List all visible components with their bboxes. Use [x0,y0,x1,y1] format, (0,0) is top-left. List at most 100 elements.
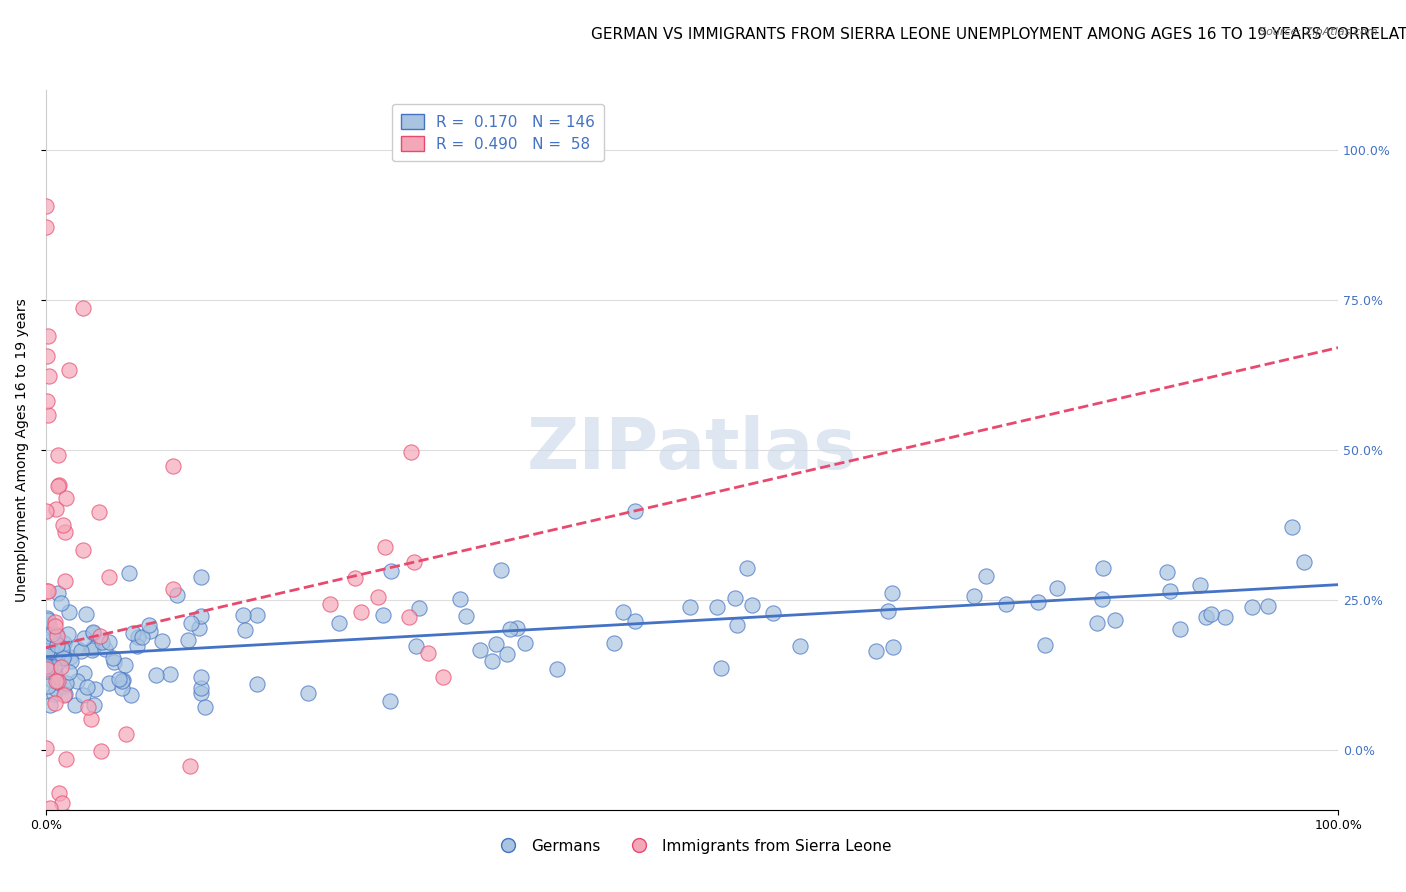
Point [39,643,62,657]
Point [162,582,184,597]
Point [46,448,69,462]
Point [80,712,103,726]
Point [35,583,58,598]
Point [882,640,904,654]
Point [481,654,503,668]
Point [125,640,148,654]
Point [1240,599,1263,614]
Point [1091,592,1114,607]
Point [865,644,887,658]
Point [877,604,900,618]
Point [58,363,80,377]
Point [90,635,112,649]
Point [456,608,478,623]
Point [45,629,67,643]
Point [37,408,59,422]
Point [45,674,67,689]
Text: ZIPatlas: ZIPatlas [527,415,858,484]
Point [70,644,93,658]
Point [44,696,66,710]
Point [246,677,269,691]
Point [194,699,217,714]
Point [789,639,811,653]
Point [59,649,82,664]
Point [90,743,112,757]
Point [1159,583,1181,598]
Point [432,670,454,684]
Point [66,674,89,689]
Point [35,610,58,624]
Point [485,637,508,651]
Point [761,606,783,620]
Point [45,628,67,642]
Point [52,651,75,665]
Point [995,598,1018,612]
Point [624,504,647,518]
Point [114,657,136,672]
Point [328,615,350,630]
Point [53,688,76,702]
Point [46,627,69,641]
Point [55,752,77,766]
Point [35,199,58,213]
Point [44,647,66,661]
Point [83,698,105,713]
Point [405,639,427,653]
Point [399,445,422,459]
Point [449,591,471,606]
Point [188,621,211,635]
Point [65,640,87,655]
Point [498,622,520,636]
Point [166,588,188,602]
Point [76,680,98,694]
Point [60,654,83,668]
Point [42,660,65,674]
Point [89,505,111,519]
Point [35,740,58,755]
Point [42,638,65,652]
Point [343,570,366,584]
Point [98,635,121,649]
Point [55,676,77,690]
Point [44,615,66,629]
Text: GERMAN VS IMMIGRANTS FROM SIERRA LEONE UNEMPLOYMENT AMONG AGES 16 TO 19 YEARS CO: GERMAN VS IMMIGRANTS FROM SIERRA LEONE U… [591,27,1406,42]
Point [46,674,69,689]
Point [468,643,491,657]
Point [44,687,66,701]
Point [127,630,149,644]
Point [623,614,645,628]
Legend: R =  0.170   N = 146, R =  0.490   N =  58: R = 0.170 N = 146, R = 0.490 N = 58 [392,104,605,161]
Point [53,636,76,650]
Point [190,686,212,700]
Point [37,329,59,343]
Point [41,673,63,687]
Point [37,679,59,693]
Point [232,607,254,622]
Point [89,629,111,643]
Point [35,662,58,676]
Point [38,368,60,383]
Point [37,613,59,627]
Point [612,605,634,619]
Point [1281,519,1303,533]
Point [44,653,66,667]
Point [44,501,66,516]
Point [46,479,69,493]
Point [115,726,138,740]
Point [35,349,58,363]
Point [190,670,212,684]
Point [83,681,105,696]
Point [1026,595,1049,609]
Point [416,646,439,660]
Point [1170,622,1192,636]
Point [82,626,104,640]
Point [727,617,749,632]
Point [111,673,134,687]
Point [49,659,72,673]
Point [706,599,728,614]
Point [45,669,67,683]
Point [41,626,63,640]
Point [371,607,394,622]
Point [122,626,145,640]
Point [319,597,342,611]
